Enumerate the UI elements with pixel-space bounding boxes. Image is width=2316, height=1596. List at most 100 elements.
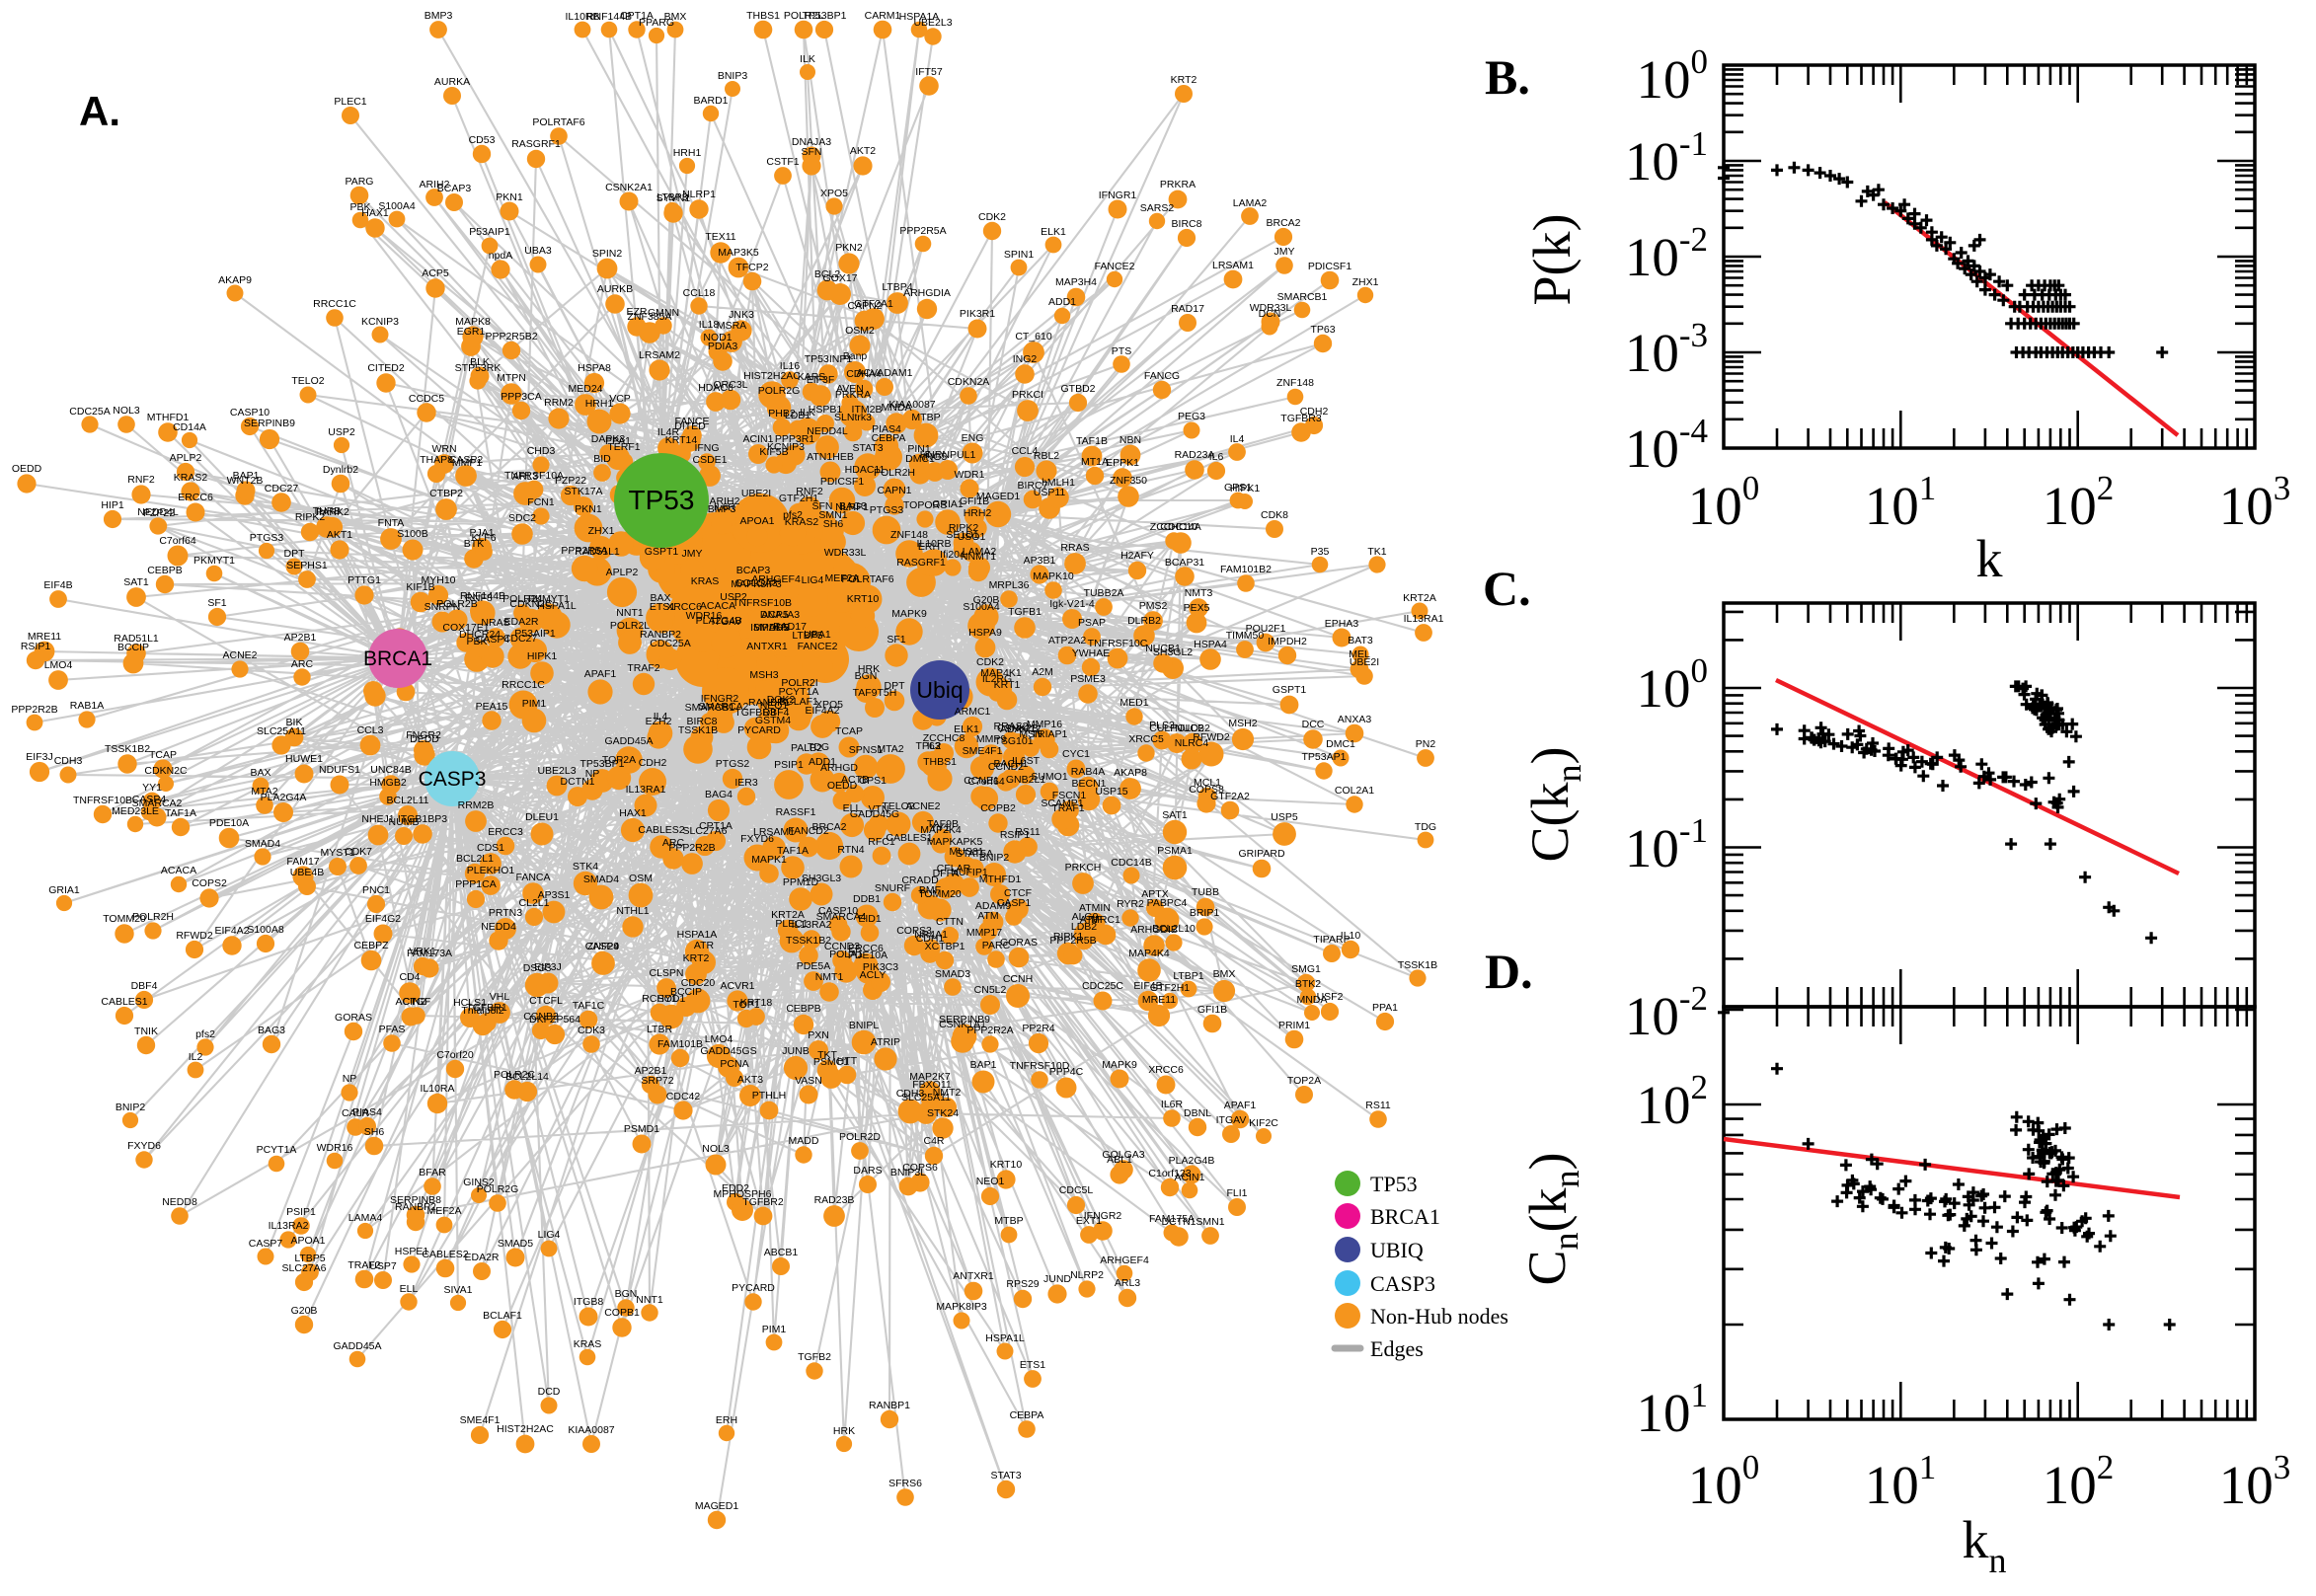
svg-text:DPT: DPT	[885, 680, 906, 692]
svg-text:DDB1: DDB1	[853, 893, 881, 905]
svg-text:KLF6: KLF6	[471, 532, 496, 544]
svg-text:MPHOSPH6: MPHOSPH6	[714, 1188, 772, 1200]
svg-text:KRT2: KRT2	[1171, 74, 1197, 86]
svg-text:UBE2L3: UBE2L3	[537, 765, 576, 777]
svg-text:TOP1: TOP1	[733, 999, 759, 1011]
svg-text:TRIAP1: TRIAP1	[1032, 728, 1068, 740]
svg-text:BMF: BMF	[919, 884, 941, 896]
svg-text:FXYD6: FXYD6	[740, 833, 774, 845]
svg-text:CD4: CD4	[399, 971, 420, 983]
svg-text:KRT14: KRT14	[665, 434, 698, 446]
svg-text:ERH: ERH	[918, 541, 940, 553]
svg-text:BIRC7: BIRC7	[1018, 480, 1048, 492]
svg-text:ATM: ATM	[977, 910, 998, 922]
svg-text:MADD: MADD	[789, 1135, 819, 1147]
svg-text:TNFRSF10B: TNFRSF10B	[73, 795, 132, 806]
svg-text:IFT57: IFT57	[915, 66, 943, 78]
svg-text:TGFBR3: TGFBR3	[1280, 413, 1322, 424]
svg-text:NEO1: NEO1	[976, 1176, 1005, 1187]
svg-text:SOD1: SOD1	[657, 993, 686, 1005]
svg-text:NLRP2: NLRP2	[1070, 1269, 1104, 1281]
svg-text:EIF3J: EIF3J	[534, 961, 561, 973]
svg-text:NTHL1: NTHL1	[616, 905, 649, 917]
svg-text:SERPINB8: SERPINB8	[390, 1194, 441, 1206]
svg-text:PLEKHO1: PLEKHO1	[467, 865, 515, 876]
svg-text:TRAF1: TRAF1	[1051, 802, 1084, 814]
svg-text:EPHA3: EPHA3	[1325, 618, 1359, 630]
svg-text:SMARCA4: SMARCA4	[816, 911, 867, 923]
svg-text:CALR: CALR	[342, 1107, 369, 1119]
svg-text:ZHX1: ZHX1	[1352, 276, 1379, 288]
svg-text:TP53: TP53	[629, 485, 695, 515]
svg-text:PEG3: PEG3	[1178, 411, 1205, 422]
svg-text:NLRC4: NLRC4	[1175, 737, 1209, 749]
svg-text:CDKN2C: CDKN2C	[144, 765, 188, 777]
svg-text:EDA2R: EDA2R	[464, 1252, 499, 1263]
svg-text:BAG3: BAG3	[839, 500, 867, 512]
svg-text:ATP2A2: ATP2A2	[1048, 635, 1086, 646]
svg-text:BCAP31: BCAP31	[1165, 557, 1204, 569]
svg-text:SFN: SFN	[802, 146, 822, 158]
svg-text:EZH2: EZH2	[646, 716, 672, 727]
svg-text:AKAP9: AKAP9	[218, 274, 252, 286]
svg-text:A.: A.	[79, 88, 120, 134]
svg-text:G20B: G20B	[973, 594, 1000, 606]
svg-text:THBS1: THBS1	[746, 10, 780, 22]
svg-text:SRP72: SRP72	[641, 1075, 673, 1087]
svg-text:TP53: TP53	[1370, 1172, 1418, 1196]
svg-text:BTK: BTK	[464, 538, 484, 550]
svg-text:LAMA4: LAMA4	[348, 1212, 383, 1224]
svg-text:RSIP1: RSIP1	[21, 641, 51, 652]
svg-text:TEX11: TEX11	[705, 231, 735, 243]
svg-text:TUBB2A: TUBB2A	[1084, 587, 1124, 599]
svg-text:DCTN1: DCTN1	[560, 776, 594, 788]
svg-text:ANXA3: ANXA3	[1338, 714, 1372, 725]
svg-text:TRAF2: TRAF2	[347, 1259, 380, 1271]
svg-text:BTK2: BTK2	[1295, 978, 1321, 990]
svg-text:C7orf20: C7orf20	[436, 1049, 474, 1061]
svg-text:SPNS1: SPNS1	[849, 744, 884, 756]
svg-text:USF2: USF2	[1317, 991, 1344, 1003]
svg-text:RANBP1: RANBP1	[748, 697, 790, 709]
svg-text:CDK3: CDK3	[578, 1025, 605, 1036]
svg-text:KIF1B: KIF1B	[406, 581, 434, 593]
svg-text:DLRB2: DLRB2	[1127, 615, 1161, 627]
svg-text:MSN: MSN	[1019, 728, 1042, 740]
svg-text:RRM2B: RRM2B	[458, 799, 495, 811]
svg-text:CN5L2: CN5L2	[974, 984, 1007, 996]
svg-text:CPT1A: CPT1A	[699, 820, 733, 832]
svg-text:SFRS6: SFRS6	[888, 1478, 922, 1489]
svg-text:FANCG: FANCG	[1144, 370, 1180, 382]
svg-text:RYR2: RYR2	[1117, 898, 1144, 910]
svg-text:CCDC5: CCDC5	[409, 393, 444, 405]
svg-text:ITGB8: ITGB8	[574, 1296, 604, 1308]
svg-text:103: 103	[2219, 469, 2291, 536]
svg-text:EXT1: EXT1	[1076, 1215, 1102, 1227]
svg-text:STAT5A: STAT5A	[956, 848, 993, 860]
svg-text:OSM2: OSM2	[845, 325, 875, 337]
svg-text:POLRTAF6: POLRTAF6	[841, 573, 893, 585]
svg-text:BCL2L10: BCL2L10	[1152, 923, 1196, 935]
svg-text:BACH1: BACH1	[993, 758, 1028, 770]
svg-text:DCC: DCC	[1302, 719, 1325, 730]
svg-text:PTTG1: PTTG1	[347, 574, 381, 586]
svg-text:ACACA: ACACA	[700, 600, 735, 612]
svg-text:PKMYT1: PKMYT1	[528, 593, 570, 605]
svg-text:HSPB1: HSPB1	[809, 404, 843, 416]
svg-text:CDC25C: CDC25C	[1082, 980, 1123, 992]
svg-text:PTHLH: PTHLH	[752, 1090, 786, 1102]
svg-text:CDC42: CDC42	[666, 1091, 701, 1102]
svg-text:GTBD2: GTBD2	[1060, 383, 1095, 395]
svg-text:BAG3: BAG3	[258, 1025, 285, 1036]
svg-text:CEBPA: CEBPA	[1010, 1409, 1044, 1421]
svg-text:TSSK1B: TSSK1B	[678, 724, 718, 736]
svg-text:TP53BP1: TP53BP1	[580, 758, 625, 770]
svg-text:CD53: CD53	[469, 134, 496, 146]
svg-text:ORC3L: ORC3L	[713, 379, 747, 391]
svg-text:NOD1: NOD1	[703, 332, 732, 343]
svg-text:DLEU1: DLEU1	[525, 811, 559, 823]
svg-text:SARS2: SARS2	[1140, 202, 1175, 214]
svg-text:NLRP1: NLRP1	[682, 189, 716, 200]
svg-text:SPIN2: SPIN2	[592, 248, 623, 260]
svg-text:TAF1B: TAF1B	[1076, 435, 1108, 447]
